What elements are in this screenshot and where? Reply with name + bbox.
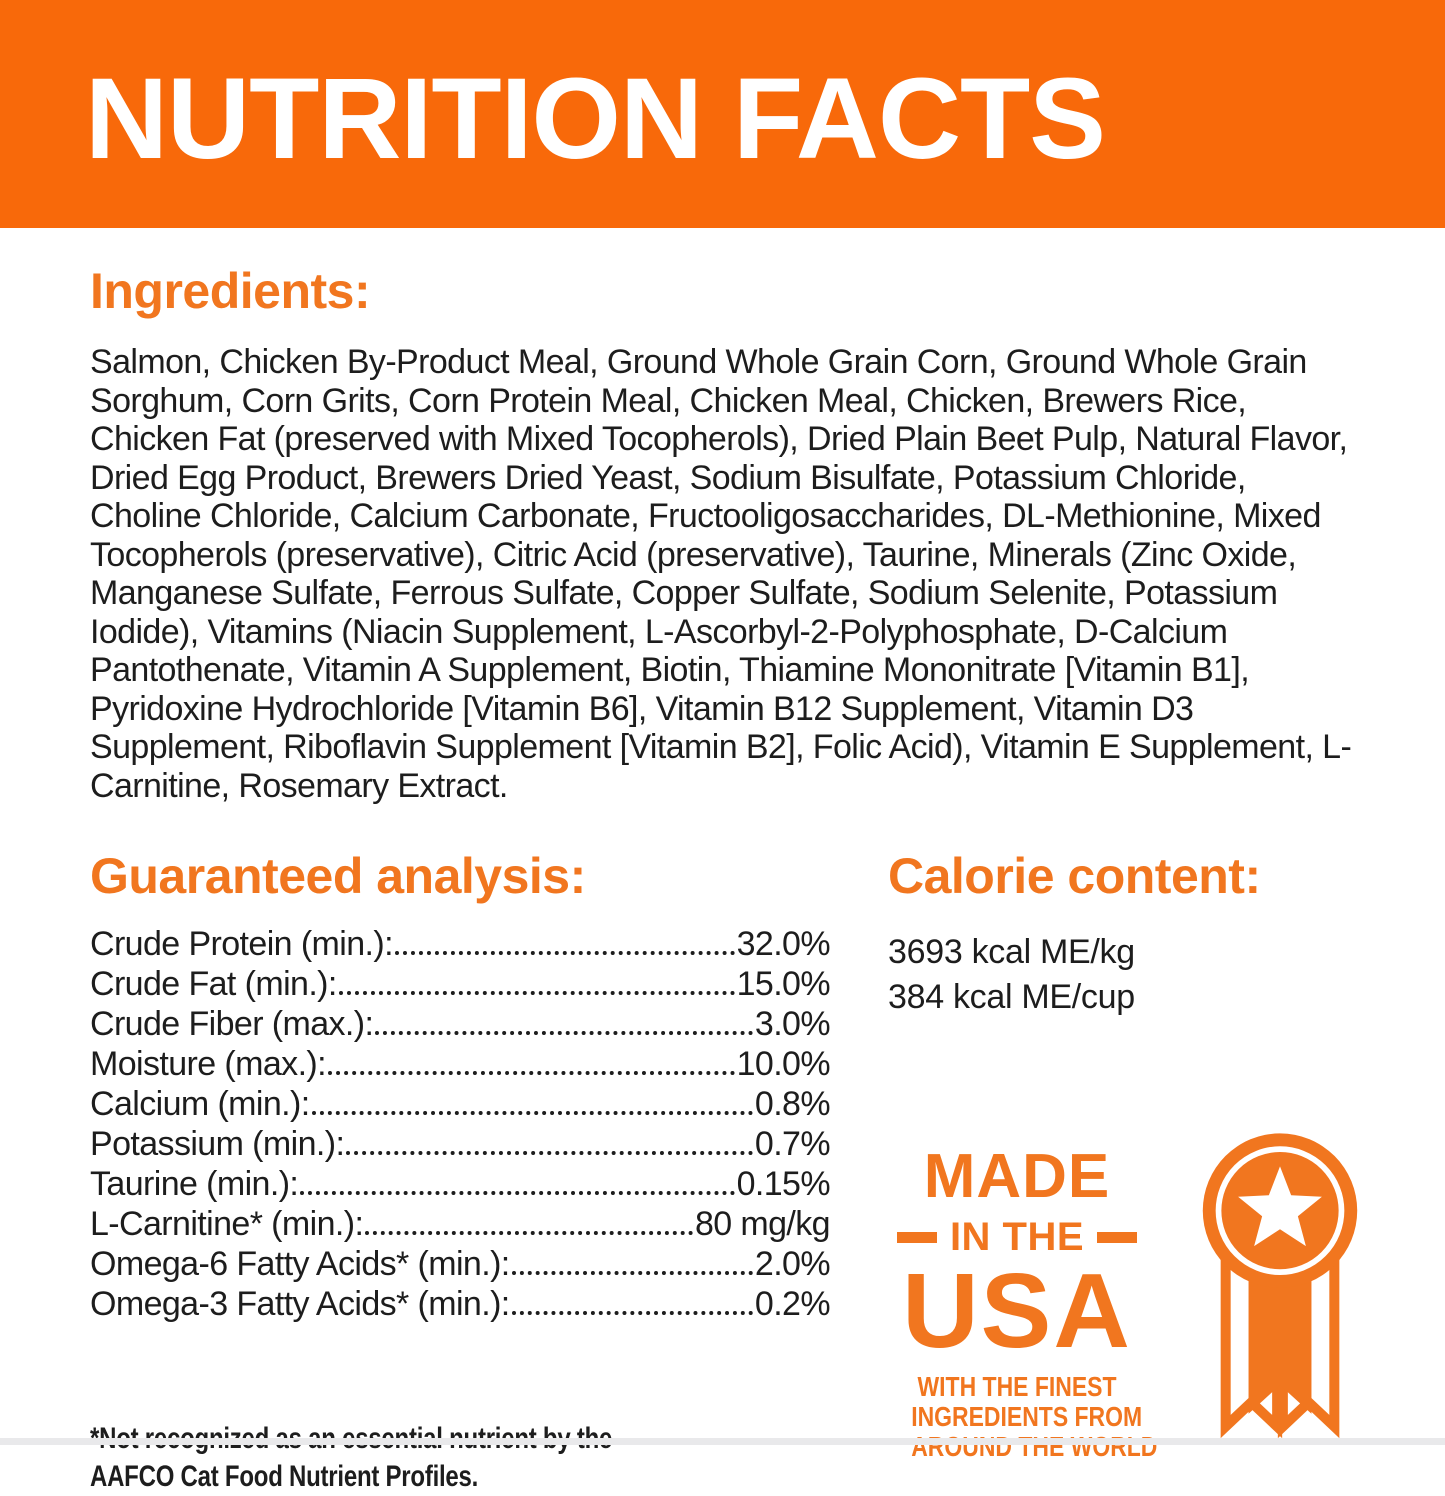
calorie-column: Calorie content: 3693 kcal ME/kg 384 kca…: [830, 849, 1366, 1496]
analysis-value: 15.0%: [736, 965, 831, 1003]
analysis-label: Moisture (max.):: [90, 1045, 327, 1083]
analysis-row: Omega-3 Fatty Acids* (min.): 0.2%: [90, 1284, 831, 1324]
analysis-and-calorie-section: Guaranteed analysis: Crude Protein (min.…: [90, 848, 1358, 1496]
dot-leader: [375, 1031, 753, 1035]
dot-leader: [338, 991, 735, 995]
analysis-value: 0.7%: [754, 1125, 831, 1163]
analysis-label: Crude Fat (min.):: [90, 965, 337, 1003]
analysis-label: Taurine (min.):: [90, 1165, 299, 1203]
guaranteed-analysis-list: Crude Protein (min.): 32.0% Crude Fat (m…: [90, 924, 831, 1324]
analysis-value: 2.0%: [754, 1245, 831, 1283]
analysis-label: Calcium (min.):: [90, 1085, 310, 1123]
dot-leader: [511, 1311, 753, 1315]
calorie-lines: 3693 kcal ME/kg 384 kcal ME/cup: [888, 930, 1366, 1020]
analysis-row: Omega-6 Fatty Acids* (min.): 2.0%: [90, 1244, 831, 1284]
analysis-row: Potassium (min.): 0.7%: [90, 1124, 831, 1164]
analysis-label: Potassium (min.):: [90, 1125, 345, 1163]
in-the-word: IN THE: [949, 1215, 1085, 1259]
calorie-per-cup: 384 kcal ME/cup: [888, 978, 1135, 1016]
bottom-edge-strip: [0, 1438, 1445, 1445]
award-ribbon-star-icon: [1202, 1133, 1358, 1438]
analysis-row: Crude Fiber (max.): 3.0%: [90, 1004, 831, 1044]
dot-leader: [511, 1271, 753, 1275]
analysis-row: L-Carnitine* (min.): 80 mg/kg: [90, 1204, 831, 1244]
right-dash: [1097, 1231, 1138, 1243]
tagline-line: INGREDIENTS FROM: [911, 1400, 1143, 1432]
guaranteed-analysis-heading: Guaranteed analysis:: [90, 848, 586, 904]
analysis-row: Crude Protein (min.): 32.0%: [90, 924, 831, 964]
tagline-line: AROUND THE WORLD: [911, 1430, 1158, 1462]
made-in-usa-badge: MADE IN THE USA WITH THE FINEST INGREDIE…: [888, 1133, 1366, 1462]
ingredients-text: Salmon, Chicken By-Product Meal, Ground …: [90, 343, 1352, 805]
analysis-value: 0.2%: [754, 1285, 831, 1323]
analysis-label: Omega-6 Fatty Acids* (min.):: [90, 1245, 510, 1283]
analysis-value: 0.8%: [754, 1085, 831, 1123]
dot-leader: [346, 1151, 753, 1155]
analysis-value: 3.0%: [754, 1005, 831, 1043]
footnote: *Not recognized as an essential nutrient…: [90, 1422, 612, 1493]
usa-word: USA: [902, 1252, 1132, 1370]
analysis-value: 80 mg/kg: [694, 1205, 831, 1243]
left-dash: [896, 1231, 937, 1243]
analysis-row: Crude Fat (min.): 15.0%: [90, 964, 831, 1004]
page-title: NUTRITION FACTS: [85, 54, 1106, 183]
analysis-label: Crude Protein (min.):: [90, 925, 394, 963]
dot-leader: [365, 1231, 693, 1235]
analysis-row: Taurine (min.): 0.15%: [90, 1164, 831, 1204]
calorie-content-heading: Calorie content:: [888, 848, 1261, 904]
banner: NUTRITION FACTS: [0, 0, 1445, 228]
dot-leader: [328, 1071, 735, 1075]
usa-tagline: WITH THE FINEST INGREDIENTS FROM AROUND …: [911, 1370, 1158, 1462]
in-the-row: IN THE: [888, 1217, 1146, 1257]
analysis-row: Calcium (min.): 0.8%: [90, 1084, 831, 1124]
analysis-row: Moisture (max.): 10.0%: [90, 1044, 831, 1084]
made-word: MADE: [923, 1142, 1111, 1211]
analysis-label: Omega-3 Fatty Acids* (min.):: [90, 1285, 510, 1323]
ingredients-section: Ingredients: Salmon, Chicken By-Product …: [90, 264, 1355, 805]
ingredients-heading: Ingredients:: [90, 263, 371, 319]
calorie-per-kg: 3693 kcal ME/kg: [888, 933, 1135, 971]
tagline-line: WITH THE FINEST: [917, 1370, 1117, 1402]
guaranteed-analysis-column: Guaranteed analysis: Crude Protein (min.…: [90, 848, 831, 1496]
analysis-value: 10.0%: [736, 1045, 831, 1083]
made-in-usa-text: MADE IN THE USA WITH THE FINEST INGREDIE…: [888, 1142, 1158, 1462]
label-content: Ingredients: Salmon, Chicken By-Product …: [0, 264, 1445, 1496]
dot-leader: [311, 1111, 753, 1115]
analysis-label: Crude Fiber (max.):: [90, 1005, 374, 1043]
analysis-value: 32.0%: [736, 925, 831, 963]
analysis-label: L-Carnitine* (min.):: [90, 1205, 364, 1243]
dot-leader: [300, 1191, 735, 1195]
analysis-value: 0.15%: [736, 1165, 831, 1203]
dot-leader: [394, 951, 735, 955]
